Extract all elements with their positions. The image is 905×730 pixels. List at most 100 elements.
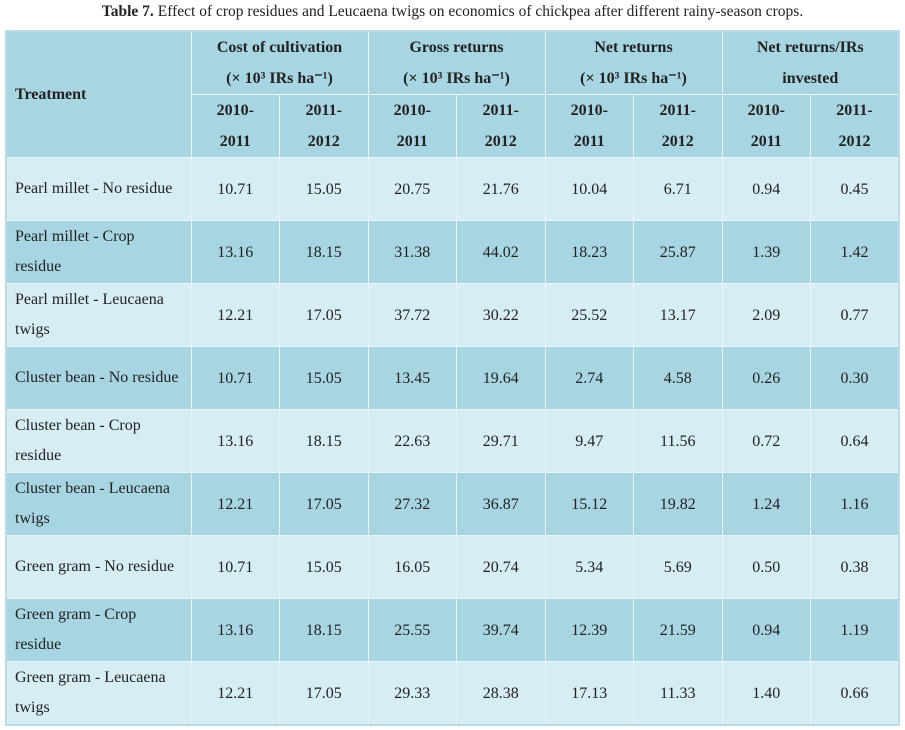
value-cell: 0.26 — [721, 346, 811, 410]
value-cell: 0.77 — [810, 283, 900, 347]
value-cell: 6.71 — [633, 157, 723, 221]
value-cell: 20.75 — [367, 157, 457, 221]
data-row: Green gram - Crop residue 13.16 18.15 25.55… — [5, 598, 900, 662]
value-cell: 10.04 — [544, 157, 634, 221]
value-cell: 17.13 — [544, 661, 634, 726]
value-cell: 25.87 — [633, 220, 723, 284]
value-cell: 28.38 — [456, 661, 546, 726]
year-header: 2011- 2012 — [456, 94, 546, 158]
data-row: Pearl millet - Crop residue 13.16 18.15 31.… — [5, 220, 900, 284]
group-header: Net returns/IRs invested — [721, 30, 900, 95]
value-cell: 31.38 — [367, 220, 457, 284]
group-header: Gross returns (× 10³ IRs ha⁻¹) — [367, 30, 546, 95]
value-cell: 1.40 — [721, 661, 811, 726]
year-line: 2011 — [219, 133, 251, 150]
caption-text: Effect of crop residues and Leucaena twi… — [157, 3, 804, 20]
value-cell: 5.34 — [544, 535, 634, 599]
value-cell: 21.76 — [456, 157, 546, 221]
group-unit: (× 10³ IRs ha⁻¹) — [403, 70, 510, 87]
value-cell: 17.05 — [279, 661, 369, 726]
value-cell: 10.71 — [190, 346, 280, 410]
value-cell: 0.66 — [810, 661, 900, 726]
value-cell: 0.45 — [810, 157, 900, 221]
year-line: 2012 — [484, 133, 517, 150]
treatment-cell: Green gram - Leucaena twigs — [5, 661, 192, 726]
data-row: Cluster bean - Crop residue 13.16 18.15 22.… — [5, 409, 900, 473]
value-cell: 29.33 — [367, 661, 457, 726]
value-cell: 19.82 — [633, 472, 723, 536]
treatment-cell: Cluster bean - Crop residue — [5, 409, 192, 473]
year-line: 2012 — [838, 133, 871, 150]
data-row: Pearl millet - Leucaena twigs 12.21 17.05 3… — [5, 283, 900, 347]
group-title: Gross returns — [409, 39, 504, 56]
value-cell: 1.16 — [810, 472, 900, 536]
header-row: Treatment Cost of cultivation (× 10³ IRs h… — [5, 30, 900, 158]
value-cell: 12.21 — [190, 283, 280, 347]
year-line: 2012 — [661, 133, 694, 150]
value-cell: 19.64 — [456, 346, 546, 410]
value-cell: 13.45 — [367, 346, 457, 410]
data-row: Cluster bean - No residue 10.71 15.05 13.45… — [5, 346, 900, 410]
group-header: Net returns (× 10³ IRs ha⁻¹) — [544, 30, 723, 95]
year-header: 2010- 2011 — [721, 94, 811, 158]
value-cell: 25.55 — [367, 598, 457, 662]
value-cell: 13.16 — [190, 598, 280, 662]
year-line: 2011 — [396, 133, 428, 150]
value-cell: 15.12 — [544, 472, 634, 536]
caption: Table 7. Effect of crop residues and Leuc… — [0, 3, 905, 21]
header-cell: Treatment — [5, 30, 192, 158]
value-cell: 10.71 — [190, 157, 280, 221]
value-cell: 13.16 — [190, 220, 280, 284]
treatment-cell: Cluster bean - Leucaena twigs — [5, 472, 192, 536]
value-cell: 22.63 — [367, 409, 457, 473]
value-cell: 21.59 — [633, 598, 723, 662]
data-row: Green gram - Leucaena twigs 12.21 17.05 29.… — [5, 661, 900, 726]
group-unit: (× 10³ IRs ha⁻¹) — [226, 70, 333, 87]
value-cell: 13.16 — [190, 409, 280, 473]
year-header: 2010- 2011 — [190, 94, 280, 158]
year-header: 2011- 2012 — [810, 94, 900, 158]
year-line: 2012 — [307, 133, 340, 150]
treatment-cell: Pearl millet - Crop residue — [5, 220, 192, 284]
value-cell: 11.33 — [633, 661, 723, 726]
value-cell: 39.74 — [456, 598, 546, 662]
value-cell: 18.15 — [279, 409, 369, 473]
value-cell: 5.69 — [633, 535, 723, 599]
value-cell: 10.71 — [190, 535, 280, 599]
value-cell: 12.39 — [544, 598, 634, 662]
value-cell: 2.74 — [544, 346, 634, 410]
treatment-cell: Green gram - Crop residue — [5, 598, 192, 662]
treatment-cell: Cluster bean - No residue — [5, 346, 192, 410]
value-cell: 1.42 — [810, 220, 900, 284]
treatment-cell: Pearl millet - No residue — [5, 157, 192, 221]
group-unit: invested — [782, 70, 839, 87]
caption-label: Table 7. — [101, 3, 154, 20]
year-line: 2011- — [482, 102, 519, 119]
value-cell: 30.22 — [456, 283, 546, 347]
value-cell: 1.19 — [810, 598, 900, 662]
value-cell: 4.58 — [633, 346, 723, 410]
value-cell: 13.17 — [633, 283, 723, 347]
year-line: 2011- — [836, 102, 873, 119]
value-cell: 44.02 — [456, 220, 546, 284]
value-cell: 20.74 — [456, 535, 546, 599]
year-header: 2010- 2011 — [367, 94, 457, 158]
year-line: 2011- — [659, 102, 696, 119]
data-row: Green gram - No residue 10.71 15.05 16.05 20… — [5, 535, 900, 599]
group-title: Cost of cultivation — [216, 39, 343, 56]
group-unit: (× 10³ IRs ha⁻¹) — [580, 70, 687, 87]
value-cell: 17.05 — [279, 283, 369, 347]
group-title: Net returns — [594, 39, 673, 56]
data-row: Pearl millet - No residue 10.71 15.05 20.75… — [5, 157, 900, 221]
value-cell: 29.71 — [456, 409, 546, 473]
group-title: Net returns/IRs — [756, 39, 864, 56]
value-cell: 0.38 — [810, 535, 900, 599]
value-cell: 18.23 — [544, 220, 634, 284]
value-cell: 18.15 — [279, 220, 369, 284]
year-header: 2010- 2011 — [544, 94, 634, 158]
year-line: 2010- — [216, 102, 254, 119]
value-cell: 16.05 — [367, 535, 457, 599]
value-cell: 0.64 — [810, 409, 900, 473]
value-cell: 37.72 — [367, 283, 457, 347]
